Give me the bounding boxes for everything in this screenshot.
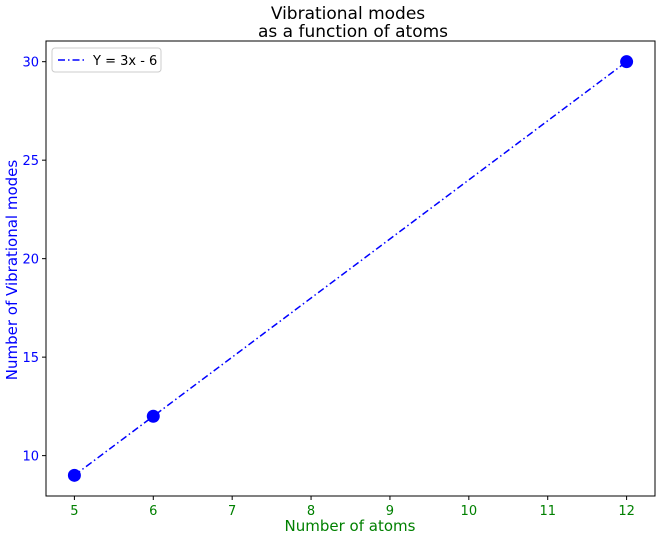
x-tick-label: 9 xyxy=(386,504,394,519)
x-tick-label: 11 xyxy=(539,504,556,519)
y-tick-label: 30 xyxy=(22,56,39,71)
x-axis-ticks: 5 6 7 8 9 10 11 12 xyxy=(70,496,635,519)
y-tick-label: 25 xyxy=(22,154,39,169)
x-tick-label: 12 xyxy=(618,504,635,519)
data-points xyxy=(67,55,634,482)
series-lines xyxy=(73,61,628,476)
legend-box xyxy=(51,47,162,73)
chart-title-line-2: as a function of atoms xyxy=(258,22,448,42)
x-tick-label: 6 xyxy=(149,504,157,519)
x-tick-label: 7 xyxy=(228,504,236,519)
y-tick-label: 15 xyxy=(22,351,39,366)
x-tick-label: 10 xyxy=(461,504,478,519)
legend: Y = 3x - 6 xyxy=(51,47,162,73)
x-tick-label: 5 xyxy=(70,504,78,519)
chart-title-line-1: Vibrational modes xyxy=(271,4,425,24)
y-tick-label: 10 xyxy=(22,450,39,465)
y-axis-label: Number of Vibrational modes xyxy=(3,160,21,381)
data-point-marker xyxy=(146,409,160,423)
y-axis-ticks: 10 15 20 25 30 xyxy=(22,56,46,465)
data-point-marker xyxy=(67,468,81,482)
x-axis-label: Number of atoms xyxy=(285,517,416,535)
series-line xyxy=(73,61,628,476)
data-point-marker xyxy=(620,55,634,69)
y-tick-label: 20 xyxy=(22,253,39,268)
plot-area-frame xyxy=(45,40,656,497)
legend-label: Y = 3x - 6 xyxy=(92,54,157,69)
x-tick-label: 8 xyxy=(307,504,315,519)
